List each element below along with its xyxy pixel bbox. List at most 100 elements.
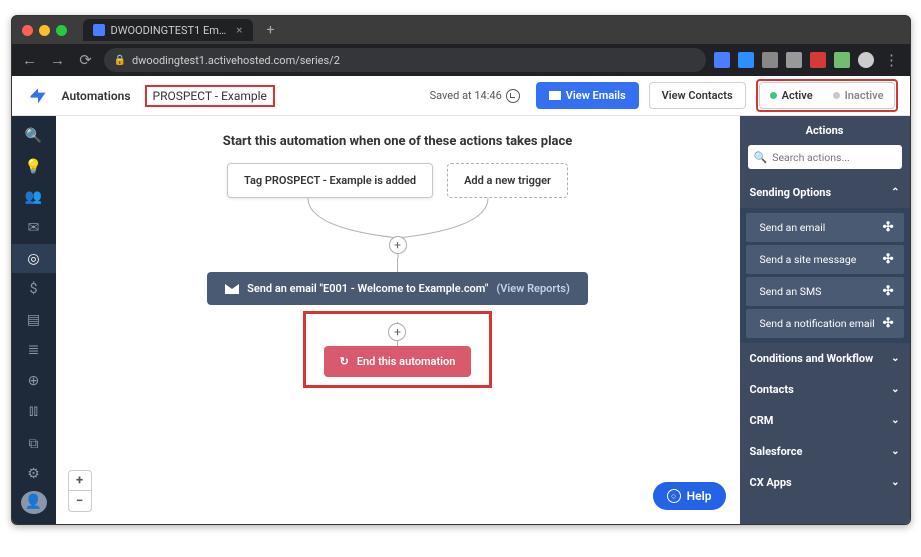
action-send-sms[interactable]: Send an SMS✣ [746, 277, 904, 306]
chevron-down-icon: ⌄ [891, 353, 899, 364]
mac-min-dot[interactable] [39, 25, 50, 36]
ext-icon[interactable] [786, 52, 802, 68]
rail-avatar[interactable]: 👤 [21, 491, 47, 514]
trigger-node[interactable]: Tag PROSPECT - Example is added [227, 163, 433, 198]
section-sending-options[interactable]: Sending Options ⌃ [740, 177, 910, 208]
history-icon[interactable] [506, 89, 520, 103]
status-inactive-option[interactable]: Inactive [823, 83, 894, 108]
end-label: End this automation [357, 355, 456, 368]
plus-icon: ✣ [883, 252, 894, 267]
zoom-out-button[interactable]: − [69, 491, 91, 511]
action-label: Send an email "E001 - Welcome to Example… [247, 282, 488, 295]
section-salesforce[interactable]: Salesforce ⌄ [740, 436, 910, 467]
rail-copy-icon[interactable]: ⧉ [12, 430, 56, 459]
app-logo[interactable] [24, 82, 52, 110]
help-label: Help [687, 489, 712, 503]
action-send-notification[interactable]: Send a notification email ✣ [746, 309, 904, 338]
new-tab-button[interactable]: + [267, 22, 275, 38]
rail-settings-icon[interactable]: ⚙ [12, 460, 56, 489]
email-action-node[interactable]: Send an email "E001 - Welcome to Example… [207, 272, 588, 305]
action-label: Send an email [760, 221, 826, 234]
status-active-option[interactable]: Active [760, 83, 823, 108]
chevron-down-icon: ⌄ [891, 477, 899, 488]
rail-web-icon[interactable]: ⊕ [12, 367, 56, 396]
browser-window: DWOODINGTEST1 Email Mark × + ← → ⟳ 🔒 dwo… [11, 15, 911, 525]
status-active-label: Active [782, 89, 813, 102]
url-text: dwoodingtest1.activehosted.com/series/2 [132, 54, 340, 67]
ext-icon[interactable] [810, 52, 826, 68]
rail-list-icon[interactable]: ≣ [12, 336, 56, 365]
end-automation-node[interactable]: ↻ End this automation [324, 346, 472, 377]
rail-search-icon[interactable]: 🔍 [12, 122, 56, 151]
ext-icon[interactable] [738, 52, 754, 68]
rail-reports-icon[interactable]: ⫾⫾ [12, 397, 56, 426]
section-conditions-workflow[interactable]: Conditions and Workflow ⌄ [740, 343, 910, 374]
status-toggle: Active Inactive [759, 82, 895, 109]
panel-title: Actions [740, 116, 910, 145]
status-active-highlight: Active Inactive [756, 79, 898, 112]
main-row: 🔍 💡 👥 ✉ ◎ $ ▤ ≣ ⊕ ⫾⫾ ⧉ ⚙ 👤 Start this au… [12, 116, 910, 524]
zoom-controls: + − [68, 470, 92, 512]
rail-mail-icon[interactable]: ✉ [12, 214, 56, 243]
inactive-dot-icon [833, 92, 840, 99]
active-dot-icon [770, 92, 777, 99]
end-highlight-box: + ↻ End this automation [303, 311, 493, 388]
section-body: Send an email✣ Send a site message✣ Send… [740, 208, 910, 343]
actions-search[interactable]: 🔍 [748, 145, 902, 169]
rail-idea-icon[interactable]: 💡 [12, 153, 56, 182]
search-icon: 🔍 [754, 151, 768, 164]
help-button[interactable]: ○ Help [653, 482, 726, 510]
section-cx-apps[interactable]: CX Apps ⌄ [740, 467, 910, 498]
help-icon: ○ [667, 489, 681, 503]
connector-line [397, 258, 398, 272]
action-send-site-message[interactable]: Send a site message ✣ [746, 245, 904, 274]
mac-close-dot[interactable] [22, 25, 33, 36]
address-bar[interactable]: 🔒 dwoodingtest1.activehosted.com/series/… [104, 48, 706, 72]
section-label: CRM [750, 414, 774, 427]
rail-automations-icon[interactable]: ◎ [12, 244, 56, 273]
tab-close-icon[interactable]: × [236, 23, 242, 37]
reload-button[interactable]: ⟳ [76, 51, 96, 69]
plus-icon: ✣ [883, 316, 894, 331]
actions-panel: Actions 🔍 Sending Options ⌃ Send an emai… [740, 116, 910, 524]
app-viewport: Automations PROSPECT - Example Saved at … [12, 76, 910, 524]
rail-chat-icon[interactable]: ▤ [12, 305, 56, 334]
mac-max-dot[interactable] [56, 25, 67, 36]
saved-status: Saved at 14:46 [430, 89, 520, 103]
chevron-up-icon: ⌃ [891, 187, 899, 198]
automation-canvas[interactable]: Start this automation when one of these … [56, 116, 740, 524]
browser-menu-icon[interactable]: ⋮ [882, 51, 902, 69]
rail-deals-icon[interactable]: $ [12, 275, 56, 304]
action-label: Send a notification email [760, 317, 875, 330]
extension-icons: ⋮ [714, 51, 902, 69]
left-nav-rail: 🔍 💡 👥 ✉ ◎ $ ▤ ≣ ⊕ ⫾⫾ ⧉ ⚙ 👤 [12, 116, 56, 524]
breadcrumb-root[interactable]: Automations [62, 89, 131, 103]
view-contacts-button[interactable]: View Contacts [649, 82, 746, 109]
action-send-email[interactable]: Send an email✣ [746, 213, 904, 242]
section-contacts[interactable]: Contacts ⌄ [740, 374, 910, 405]
mac-titlebar: DWOODINGTEST1 Email Mark × + [12, 16, 910, 44]
view-emails-button[interactable]: View Emails [536, 82, 639, 109]
section-label: Sending Options [750, 186, 832, 199]
add-trigger-node[interactable]: Add a new trigger [447, 163, 568, 198]
profile-icon[interactable] [858, 52, 874, 68]
forward-button[interactable]: → [48, 51, 68, 69]
ext-icon[interactable] [834, 52, 850, 68]
triggers-row: Tag PROSPECT - Example is added Add a ne… [56, 163, 740, 198]
automation-name[interactable]: PROSPECT - Example [145, 85, 275, 107]
zoom-in-button[interactable]: + [69, 471, 91, 491]
action-label: Send a site message [760, 253, 857, 266]
section-crm[interactable]: CRM ⌄ [740, 405, 910, 436]
rail-contacts-icon[interactable]: 👥 [12, 183, 56, 212]
actions-search-input[interactable] [772, 151, 906, 164]
add-step-button[interactable]: + [388, 323, 406, 341]
saved-text: Saved at 14:46 [430, 89, 502, 102]
ext-icon[interactable] [714, 52, 730, 68]
add-step-button[interactable]: + [389, 236, 407, 254]
browser-tab[interactable]: DWOODINGTEST1 Email Mark × [83, 19, 253, 41]
ext-icon[interactable] [762, 52, 778, 68]
back-button[interactable]: ← [20, 51, 40, 69]
chevron-down-icon: ⌄ [891, 384, 899, 395]
view-reports-link[interactable]: (View Reports) [496, 282, 569, 295]
section-label: CX Apps [750, 476, 792, 489]
